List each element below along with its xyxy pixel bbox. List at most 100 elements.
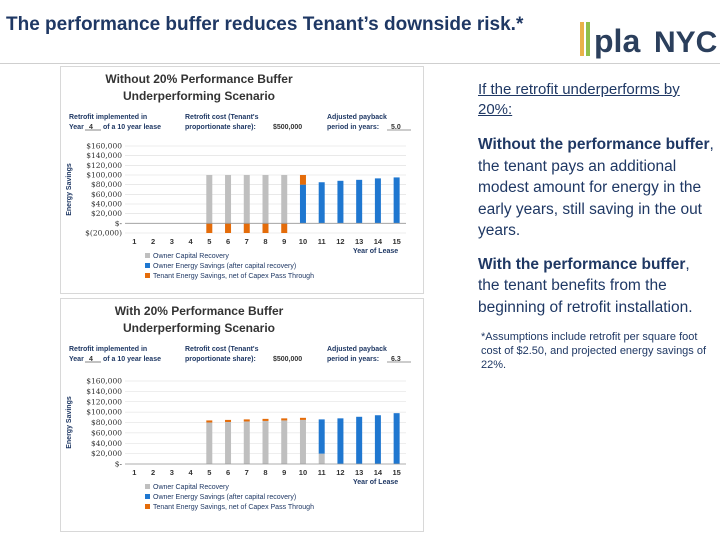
cost-value: $500,000 [273, 124, 302, 131]
x-tick-label: 4 [188, 468, 193, 477]
cost-label-2: proportionate share): [185, 356, 256, 363]
bar-tenant [225, 419, 232, 422]
bar-capital [206, 422, 213, 464]
x-tick-label: 7 [245, 237, 249, 246]
x-tick-label: 15 [392, 468, 400, 477]
x-tick-label: 1 [132, 468, 136, 477]
x-axis-title: Year of Lease [353, 479, 398, 486]
bar-owner [374, 415, 381, 464]
y-tick-label: $80,000 [91, 180, 122, 189]
y-axis-title: Energy Savings [66, 396, 73, 449]
x-tick-label: 13 [355, 237, 363, 246]
x-tick-label: 4 [188, 237, 193, 246]
legend-label: Tenant Energy Savings, net of Capex Pass… [153, 273, 314, 280]
legend-label: Owner Capital Recovery [153, 253, 229, 260]
bar-owner [374, 178, 381, 224]
logo-text-pla: pla [594, 23, 640, 59]
payback-label-2: period in years: [327, 356, 379, 363]
assumptions-note: *Assumptions include retrofit per square… [481, 331, 707, 371]
x-tick-label: 15 [392, 237, 400, 246]
payback-value: 6.3 [391, 356, 401, 363]
y-tick-label: $20,000 [91, 449, 122, 458]
bar-capital [318, 453, 325, 464]
bar-capital [281, 420, 288, 464]
legend-swatch [145, 263, 150, 268]
bar-owner [337, 418, 344, 464]
bar-tenant [281, 418, 288, 421]
plannyc-logo: pla NYC [580, 22, 717, 59]
y-tick-label: $100,000 [86, 408, 122, 417]
x-tick-label: 8 [263, 468, 267, 477]
with-buffer-paragraph: With the performance buffer, the tenant … [478, 254, 714, 319]
bar-tenant [243, 223, 250, 233]
legend-swatch [145, 494, 150, 499]
x-tick-label: 7 [245, 468, 249, 477]
bar-owner [393, 177, 400, 224]
x-tick-label: 13 [355, 468, 363, 477]
y-tick-label: $80,000 [91, 418, 122, 427]
x-tick-label: 6 [226, 468, 230, 477]
bar-owner [318, 182, 325, 224]
payback-label: Adjusted payback [327, 346, 387, 353]
cost-value: $500,000 [273, 356, 302, 363]
slide-title: The performance buffer reduces Tenant’s … [6, 14, 524, 35]
without-buffer-bold: Without the performance buffer [478, 136, 710, 153]
bar-capital [281, 175, 288, 224]
legend-swatch [145, 504, 150, 509]
bar-tenant [281, 223, 288, 233]
bar-tenant [299, 417, 306, 420]
retrofit-label: Retrofit implemented in [69, 114, 147, 121]
retrofit-year-value: 4 [89, 356, 93, 363]
bar-owner [356, 416, 363, 464]
y-tick-label: $60,000 [91, 190, 122, 199]
chart-title-line-1: With 20% Performance Buffer [115, 304, 284, 318]
x-tick-label: 10 [299, 237, 307, 246]
lease-label: of a 10 year lease [103, 356, 161, 363]
bar-capital [225, 175, 232, 224]
x-tick-label: 9 [282, 468, 286, 477]
legend-swatch [145, 253, 150, 258]
with-buffer-bold: With the performance buffer [478, 255, 686, 273]
bar-tenant [243, 419, 250, 422]
y-tick-label: $120,000 [86, 397, 122, 406]
bar-capital [262, 175, 269, 224]
x-tick-label: 12 [336, 237, 344, 246]
without-buffer-text: , the tenant pays an additional modest a… [478, 136, 714, 239]
bar-tenant [262, 418, 269, 421]
legend-swatch [145, 273, 150, 278]
header-divider [0, 63, 720, 64]
legend-swatch [145, 484, 150, 489]
y-tick-label: $40,000 [91, 200, 122, 209]
y-tick-label: $160,000 [86, 377, 122, 386]
y-tick-label: $(20,000) [85, 229, 122, 238]
cost-label: Retrofit cost (Tenant's [185, 114, 259, 121]
x-tick-label: 10 [299, 468, 307, 477]
y-tick-label: $20,000 [91, 209, 122, 218]
bar-owner [299, 184, 306, 224]
x-tick-label: 6 [226, 237, 230, 246]
x-tick-label: 1 [132, 237, 136, 246]
payback-label-2: period in years: [327, 124, 379, 131]
bar-capital [243, 175, 250, 224]
cost-label: Retrofit cost (Tenant's [185, 346, 259, 353]
x-tick-label: 2 [151, 468, 155, 477]
bar-capital [243, 421, 250, 464]
legend-label: Owner Capital Recovery [153, 484, 229, 491]
x-tick-label: 12 [336, 468, 344, 477]
bar-capital [206, 175, 213, 224]
chart-title-line-2: Underperforming Scenario [123, 321, 275, 335]
with-buffer-text: , the tenant benefits from the beginning… [478, 255, 693, 316]
bar-capital [262, 420, 269, 464]
legend-label: Owner Energy Savings (after capital reco… [153, 494, 296, 501]
y-tick-label: $- [115, 219, 123, 228]
x-tick-label: 3 [170, 468, 174, 477]
chart-title-line-2: Underperforming Scenario [123, 89, 275, 103]
x-tick-label: 5 [207, 237, 211, 246]
retrofit-label: Retrofit implemented in [69, 346, 147, 353]
bar-tenant [206, 223, 213, 233]
retrofit-year-label: Year [69, 124, 84, 131]
x-tick-label: 11 [318, 237, 326, 246]
x-tick-label: 5 [207, 468, 211, 477]
x-tick-label: 11 [318, 468, 326, 477]
bar-tenant [225, 223, 232, 233]
